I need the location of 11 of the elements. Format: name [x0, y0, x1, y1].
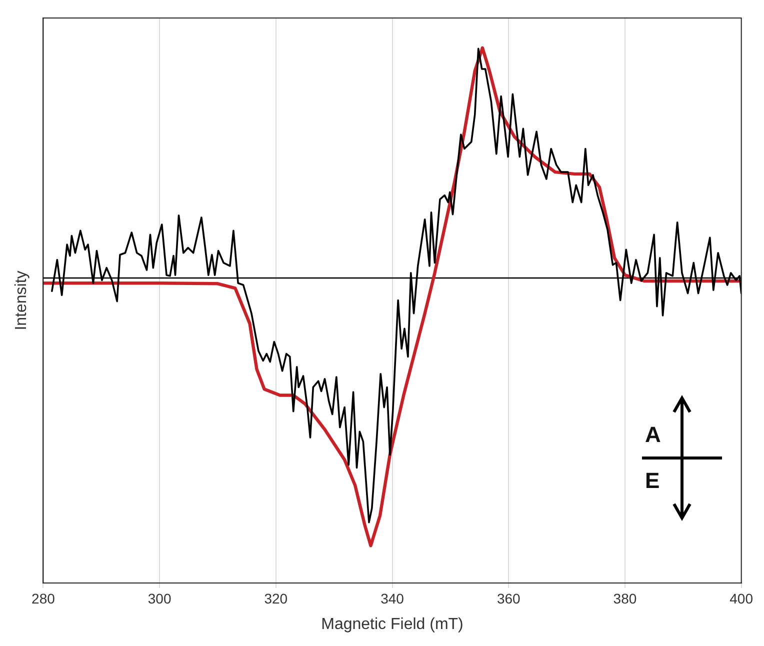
x-tick-label: 400: [730, 590, 754, 606]
y-axis-title: Intensity: [13, 270, 30, 330]
annotation: A: [645, 422, 661, 447]
x-tick-label: 320: [264, 590, 288, 606]
x-tick-label: 340: [380, 590, 404, 606]
annotation: E: [645, 468, 660, 493]
x-tick-label: 360: [496, 590, 521, 606]
x-tick-label: 300: [148, 590, 172, 606]
x-tick-label: 280: [32, 590, 56, 606]
x-axis-title: Magnetic Field (mT): [321, 616, 464, 633]
x-tick-label: 380: [613, 590, 637, 606]
